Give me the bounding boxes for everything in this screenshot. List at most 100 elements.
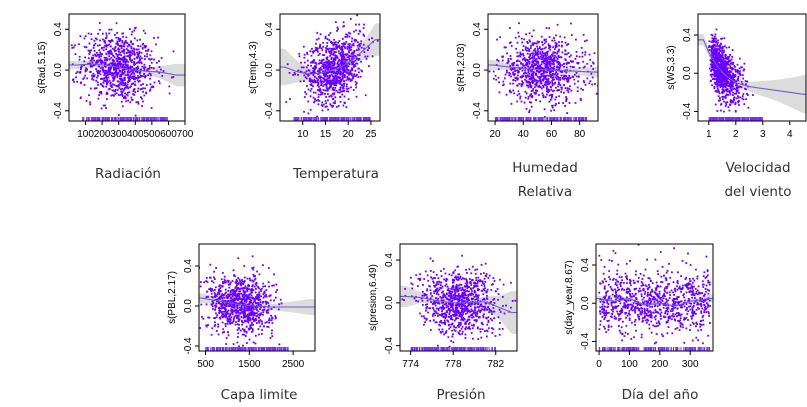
scatter-point (131, 30, 134, 33)
scatter-point (333, 60, 336, 62)
scatter-point (128, 91, 131, 94)
x-tick-label: 10 (297, 129, 309, 140)
scatter-point (313, 100, 316, 103)
scatter-point (335, 46, 338, 48)
scatter-point (117, 62, 119, 64)
scatter-point (143, 55, 146, 57)
scatter-point (331, 60, 334, 63)
scatter-point (124, 60, 126, 63)
scatter-point (239, 301, 242, 304)
scatter-point (357, 58, 360, 60)
scatter-point (537, 56, 540, 59)
scatter-point (359, 75, 362, 78)
scatter-point (127, 49, 130, 52)
scatter-point (338, 91, 341, 94)
scatter-point (534, 54, 536, 57)
scatter-point (546, 71, 548, 74)
scatter-point (723, 110, 725, 113)
scatter-point (307, 74, 309, 77)
scatter-point (348, 56, 350, 58)
scatter-point (717, 81, 719, 83)
scatter-point (335, 89, 338, 92)
scatter-point (133, 57, 136, 60)
scatter-point (102, 104, 105, 107)
scatter-point (320, 68, 323, 71)
scatter-point (314, 98, 316, 100)
scatter-point (76, 80, 78, 83)
scatter-point (721, 66, 724, 68)
scatter-point (231, 280, 234, 282)
scatter-point (532, 81, 534, 84)
scatter-point (514, 36, 517, 39)
scatter-point (545, 58, 548, 61)
scatter-point (134, 78, 136, 80)
scatter-point (110, 66, 113, 69)
scatter-point (492, 77, 495, 80)
scatter-point (317, 98, 320, 101)
scatter-point (101, 78, 104, 80)
scatter-point (527, 60, 530, 63)
scatter-point (739, 57, 741, 60)
scatter-point (98, 49, 101, 52)
scatter-point (142, 100, 144, 103)
scatter-point (537, 76, 540, 79)
scatter-point (104, 57, 107, 59)
scatter-point (710, 51, 713, 53)
scatter-point (332, 75, 335, 78)
scatter-point (332, 48, 334, 51)
scatter-point (148, 11, 150, 13)
scatter-point (575, 38, 577, 41)
scatter-point (336, 65, 339, 68)
scatter-point (113, 62, 116, 65)
scatter-point (345, 58, 347, 61)
scatter-point (564, 53, 566, 56)
scatter-point (226, 311, 228, 313)
scatter-point (354, 70, 357, 72)
scatter-point (530, 45, 532, 47)
scatter-point (552, 68, 555, 71)
scatter-point (352, 57, 354, 60)
scatter-point (510, 58, 512, 60)
scatter-point (139, 55, 142, 58)
scatter-point (342, 66, 345, 68)
scatter-point (732, 99, 735, 102)
scatter-point (312, 81, 314, 83)
scatter-point (126, 91, 129, 94)
scatter-point (130, 70, 133, 72)
scatter-point (559, 64, 561, 66)
scatter-point (348, 78, 350, 81)
scatter-point (330, 61, 333, 64)
confidence-band (69, 60, 185, 87)
scatter-point (311, 61, 314, 64)
scatter-point (318, 59, 321, 62)
scatter-point (498, 81, 500, 84)
scatter-point (568, 61, 570, 64)
scatter-point (710, 47, 713, 49)
scatter-point (258, 316, 260, 319)
scatter-point (117, 37, 120, 39)
scatter-point (510, 69, 513, 71)
scatter-point (722, 68, 725, 71)
scatter-point (535, 91, 537, 94)
scatter-point (732, 77, 734, 79)
scatter-point (355, 49, 358, 51)
scatter-point (121, 59, 123, 61)
scatter-point (722, 77, 725, 80)
scatter-point (329, 82, 332, 85)
scatter-point (525, 75, 527, 77)
scatter-point (575, 72, 578, 74)
scatter-point (552, 76, 555, 78)
scatter-point (329, 52, 332, 54)
scatter-point (119, 62, 121, 64)
scatter-point (127, 81, 129, 84)
scatter-point (130, 73, 133, 75)
scatter-point (582, 34, 585, 36)
scatter-point (142, 90, 144, 93)
scatter-point (330, 51, 333, 54)
scatter-point (99, 59, 102, 62)
scatter-point (152, 67, 155, 70)
scatter-point (102, 49, 105, 52)
scatter-point (582, 80, 585, 82)
scatter-point (545, 90, 548, 93)
scatter-point (319, 77, 322, 79)
